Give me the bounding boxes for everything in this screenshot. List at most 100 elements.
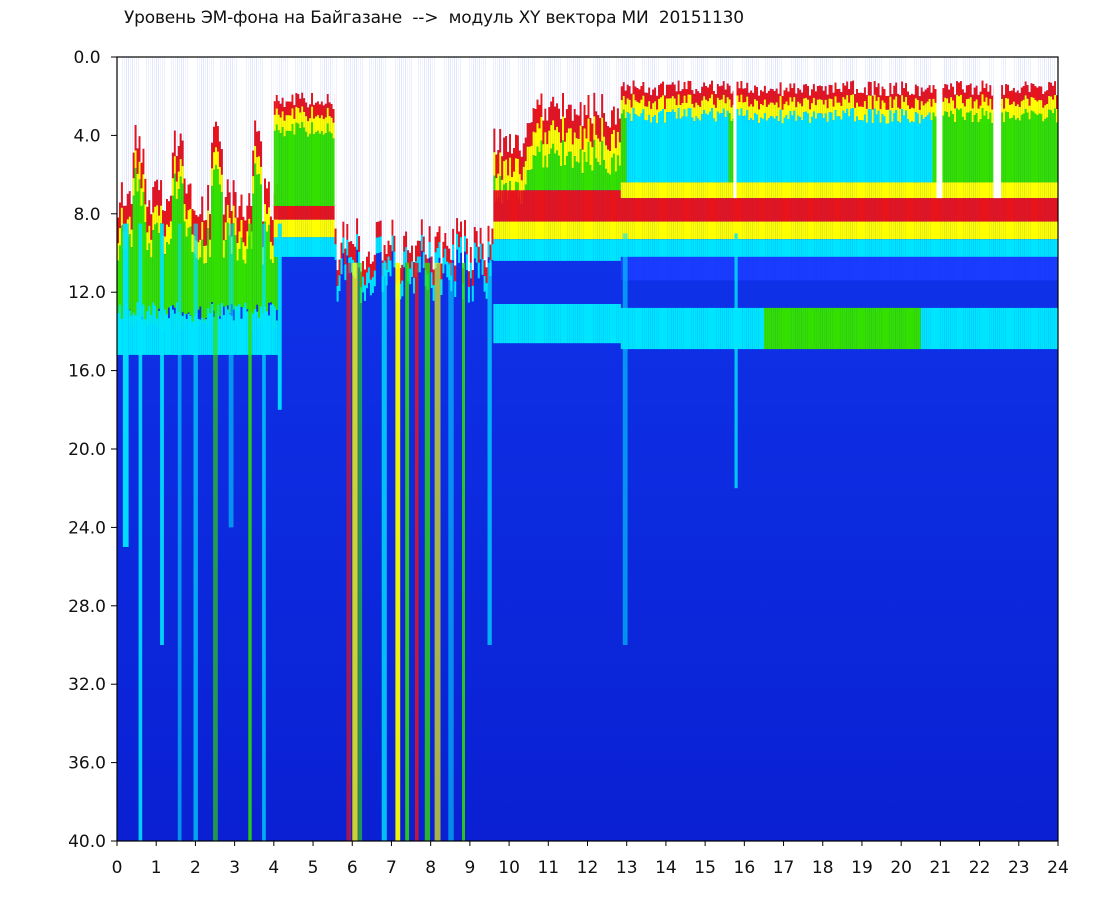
band-cell [809,109,811,123]
band-cell [673,239,676,257]
band-cell [897,239,900,257]
band-cell [581,126,584,150]
band-cell [538,239,541,261]
band-cell [583,304,586,344]
band-cell [746,256,749,281]
band-cell [189,209,192,227]
band-cell [324,57,327,104]
band-cell [860,256,862,281]
band-cell [646,106,649,121]
band-cell [340,242,343,259]
band-cell [285,101,288,116]
band-cell [189,183,192,209]
band-cell [322,57,325,106]
band-cell [711,80,713,95]
band-cell [873,256,876,281]
band-cell [777,182,780,199]
band-cell [1020,239,1023,257]
band-cell [701,182,704,199]
band-cell [305,102,308,117]
band-cell [317,115,319,131]
band-cell [875,87,878,101]
band-cell [726,83,729,98]
band-cell [767,239,770,257]
band-cell [552,221,555,240]
band-cell [932,182,935,199]
band-cell [336,57,339,271]
band-cell [856,102,859,117]
band-cell [858,307,860,350]
band-cell [646,120,649,183]
band-cell [487,241,490,258]
band-cell [948,307,951,350]
band-cell [285,57,288,102]
band-cell [1012,198,1015,222]
band-cell [1050,239,1053,257]
band-cell [560,239,563,261]
band-cell [781,123,784,183]
band-cell [875,221,878,240]
band-cell [838,239,841,257]
x-tick-label: 14 [655,858,677,878]
band-cell [895,256,898,281]
x-tick-label: 1 [151,858,162,878]
band-cell [1032,307,1035,350]
band-cell [842,97,845,111]
band-cell [1042,94,1045,108]
band-cell [818,221,821,240]
band-cell [658,307,661,350]
band-cell [724,57,727,90]
band-cell [856,221,859,240]
band-cell [256,131,259,158]
band-cell [1026,307,1029,350]
band-cell [873,57,876,82]
band-cell [699,198,702,222]
band-cell [969,198,972,222]
band-cell [444,233,447,249]
band-cell [285,115,288,131]
band-cell [273,130,276,206]
band-cell [934,256,937,281]
band-cell [989,239,992,257]
band-cell [1044,182,1047,199]
band-cell [573,132,576,156]
band-cell [397,57,400,266]
band-cell [893,99,896,114]
band-cell [979,239,982,257]
band-cell [765,256,768,281]
band-cell [232,57,235,181]
band-cell [605,145,608,169]
band-cell [1014,198,1017,222]
band-cell [442,57,445,242]
band-cell [687,108,690,183]
band-cell [540,117,543,141]
band-cell [522,57,525,144]
band-cell [844,256,847,281]
band-cell [746,239,749,257]
band-cell [658,85,661,99]
band-cell [230,57,233,211]
band-cell [326,107,329,124]
band-cell [671,198,674,222]
band-cell [175,181,178,200]
band-cell [977,239,980,257]
band-cell [899,182,902,199]
band-cell [269,241,272,260]
band-cell [581,173,584,191]
band-cell [822,182,825,199]
band-cell [579,221,582,240]
band-cell [173,57,176,131]
band-cell [1036,182,1039,199]
band-cell [673,307,676,350]
band-cell [781,239,784,257]
band-cell [614,190,617,222]
band-cell [544,57,547,109]
band-cell [271,263,274,324]
band-cell [605,221,608,240]
band-cell [438,226,441,243]
band-cell [211,57,214,143]
band-cell [791,198,794,222]
band-cell [785,57,788,88]
band-cell [632,108,635,183]
band-cell [275,95,278,109]
